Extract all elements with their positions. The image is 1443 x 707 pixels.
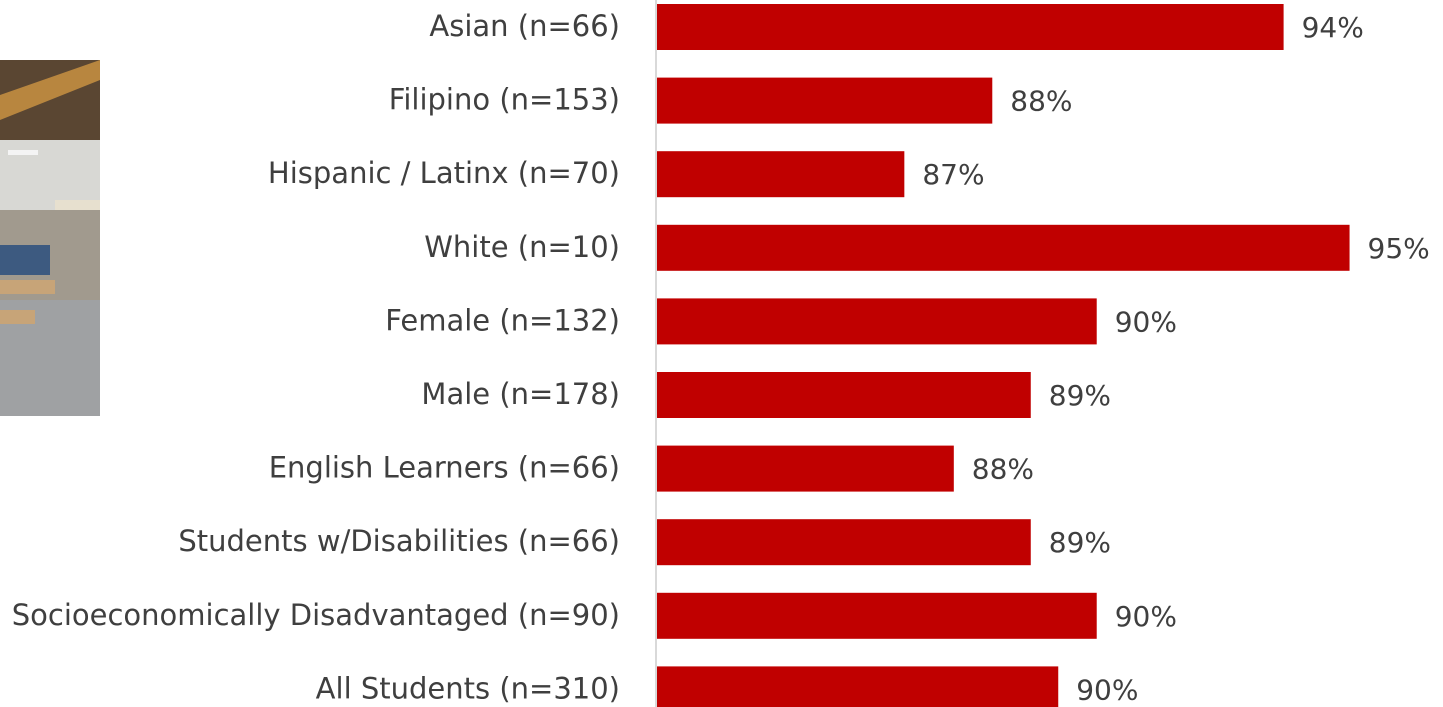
photo-student — [0, 245, 50, 275]
category-label: Hispanic / Latinx (n=70) — [268, 156, 620, 190]
photo-beam — [0, 60, 100, 120]
bar — [657, 224, 1350, 271]
category-label: Male (n=178) — [421, 377, 620, 411]
bar — [657, 4, 1284, 50]
value-label: 90% — [1115, 305, 1177, 338]
value-label: 94% — [1302, 11, 1364, 44]
value-label: 89% — [1049, 526, 1111, 559]
category-label: English Learners (n=66) — [269, 451, 620, 485]
bar — [657, 77, 993, 124]
value-label: 90% — [1115, 600, 1177, 633]
bar — [657, 298, 1097, 345]
classroom-photo — [0, 60, 100, 416]
value-label: 87% — [922, 158, 984, 191]
category-label: Asian (n=66) — [429, 9, 620, 43]
bar — [657, 592, 1097, 639]
category-label: White (n=10) — [424, 230, 620, 264]
category-label: Students w/Disabilities (n=66) — [178, 524, 620, 558]
photo-desk — [0, 280, 55, 294]
value-label: 88% — [972, 453, 1034, 486]
value-label: 88% — [1010, 85, 1072, 118]
bar — [657, 666, 1059, 707]
category-label: All Students (n=310) — [316, 671, 620, 705]
photo-desk — [0, 310, 35, 324]
value-label: 89% — [1049, 379, 1111, 412]
category-label: Filipino (n=153) — [389, 83, 620, 117]
bar — [657, 519, 1031, 566]
category-label: Socioeconomically Disadvantaged (n=90) — [12, 598, 620, 632]
bar — [657, 372, 1031, 418]
value-label: 90% — [1076, 673, 1138, 706]
category-label: Female (n=132) — [385, 303, 620, 337]
photo-light — [8, 150, 38, 155]
bar — [657, 445, 954, 492]
bar — [657, 151, 905, 198]
value-label: 95% — [1368, 232, 1430, 265]
